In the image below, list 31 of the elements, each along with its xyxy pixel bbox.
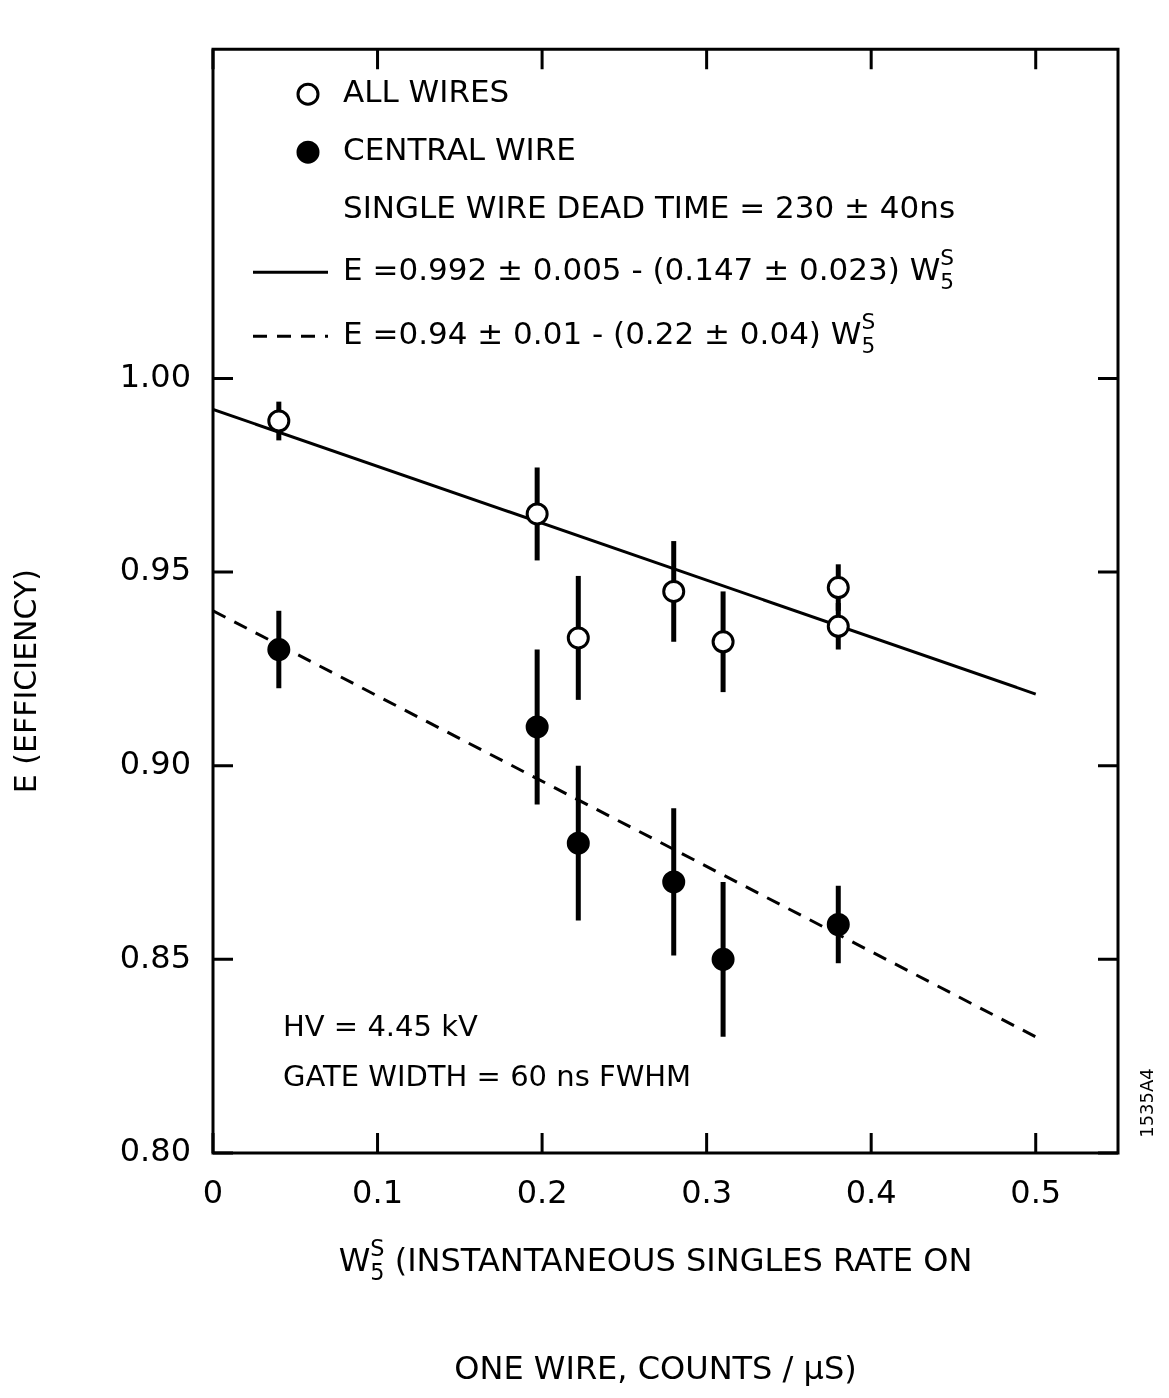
legend-label: CENTRAL WIRE: [343, 131, 576, 168]
point: [826, 576, 850, 600]
point: [826, 912, 850, 936]
x-tick-label: 0.5: [1010, 1172, 1062, 1211]
point: [662, 870, 686, 894]
annotation: HV = 4.45 kV: [283, 1008, 478, 1043]
point: [566, 626, 590, 650]
point: [566, 831, 590, 855]
point: [267, 409, 291, 433]
y-tick-label: 0.95: [119, 550, 191, 589]
point: [826, 614, 850, 638]
y-tick-label: 0.90: [119, 744, 191, 783]
y-tick-label: 1.00: [119, 356, 191, 395]
point: [525, 715, 549, 739]
y-axis-title: E (EFFICIENCY): [7, 569, 43, 794]
point: [662, 579, 686, 603]
x-tick-label: 0.3: [681, 1172, 733, 1211]
point: [711, 947, 735, 971]
point: [267, 638, 291, 662]
point: [525, 502, 549, 526]
x-tick-label: 0.4: [845, 1172, 897, 1211]
annotation: SINGLE WIRE DEAD TIME = 230 ± 40ns: [343, 189, 956, 226]
x-tick-label: 0.2: [516, 1172, 568, 1211]
x-tick-label: 0: [202, 1172, 224, 1211]
x-tick-label: 0.1: [352, 1172, 403, 1211]
legend-label: ALL WIRES: [343, 73, 510, 110]
y-tick-label: 0.85: [119, 937, 191, 976]
text: 1535A4: [1135, 1068, 1157, 1138]
point: [711, 630, 735, 654]
y-tick-label: 0.80: [119, 1131, 191, 1170]
annotation: GATE WIDTH = 60 ns FWHM: [283, 1058, 692, 1093]
